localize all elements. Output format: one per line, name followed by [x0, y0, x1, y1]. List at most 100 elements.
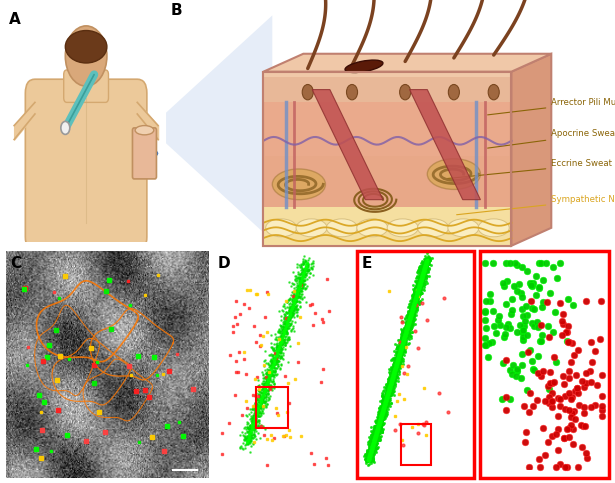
Point	[235, 444, 245, 452]
Point	[405, 313, 415, 321]
Point	[260, 383, 269, 391]
Point	[301, 270, 311, 278]
Point	[378, 410, 387, 417]
Point	[399, 337, 409, 345]
Point	[412, 272, 422, 280]
Point	[272, 340, 282, 347]
Point	[291, 271, 301, 279]
Point	[287, 310, 296, 317]
Point	[379, 402, 389, 410]
Point	[372, 437, 382, 444]
Point	[405, 313, 415, 321]
Point	[383, 387, 392, 395]
Point	[244, 425, 254, 432]
Point	[292, 284, 301, 291]
Point	[297, 264, 307, 272]
Point	[299, 276, 309, 284]
Point	[269, 344, 279, 352]
Point	[381, 400, 391, 408]
Point	[408, 305, 418, 313]
Point	[302, 264, 312, 272]
Point	[378, 403, 388, 411]
Point	[247, 431, 257, 439]
Point	[300, 273, 310, 281]
Point	[408, 319, 418, 327]
Point	[263, 389, 272, 397]
Point	[412, 290, 422, 298]
Point	[418, 276, 427, 284]
Point	[385, 382, 395, 390]
Point	[274, 325, 284, 333]
Point	[360, 452, 370, 459]
Point	[287, 307, 297, 314]
Point	[376, 413, 386, 421]
Point	[424, 256, 434, 264]
Point	[409, 288, 419, 296]
Point	[252, 403, 261, 411]
Point	[386, 399, 395, 407]
Point	[276, 340, 286, 348]
Point	[268, 386, 277, 394]
Point	[394, 363, 404, 371]
Point	[272, 342, 282, 350]
Point	[285, 315, 295, 323]
Point	[256, 397, 266, 404]
Point	[294, 281, 304, 289]
Point	[421, 261, 430, 269]
Point	[397, 340, 407, 348]
Point	[260, 387, 270, 395]
Point	[382, 394, 392, 402]
Point	[367, 456, 377, 464]
Point	[283, 296, 293, 304]
Point	[397, 332, 407, 340]
Point	[272, 343, 282, 351]
Point	[286, 306, 296, 313]
Point	[281, 329, 291, 337]
Point	[369, 444, 379, 452]
Point	[269, 384, 279, 392]
Point	[409, 303, 419, 311]
Point	[391, 371, 401, 379]
Point	[254, 398, 264, 406]
Point	[387, 371, 397, 379]
Point	[421, 272, 430, 280]
Point	[283, 317, 293, 325]
Point	[399, 342, 408, 350]
Point	[363, 445, 373, 453]
Point	[298, 296, 308, 303]
Point	[373, 416, 383, 424]
Point	[421, 260, 430, 268]
Point	[393, 356, 403, 364]
Point	[368, 440, 378, 448]
Point	[240, 434, 250, 442]
Point	[413, 282, 423, 290]
Point	[392, 353, 402, 360]
Point	[250, 405, 260, 413]
Point	[423, 254, 433, 261]
Point	[403, 310, 413, 317]
Point	[406, 297, 416, 304]
Point	[418, 275, 428, 283]
Point	[376, 419, 386, 427]
Point	[415, 265, 424, 273]
Point	[368, 441, 378, 449]
Point	[397, 337, 407, 344]
Point	[386, 385, 396, 393]
Point	[384, 378, 394, 385]
Point	[411, 292, 421, 300]
Point	[419, 266, 429, 273]
Point	[277, 330, 287, 338]
Point	[418, 269, 428, 276]
Point	[403, 321, 413, 329]
Point	[402, 323, 412, 331]
Point	[403, 313, 413, 321]
Point	[385, 371, 395, 379]
Point	[417, 270, 427, 278]
Point	[287, 302, 296, 310]
Point	[368, 451, 378, 459]
Point	[285, 324, 295, 332]
Point	[401, 327, 411, 334]
Point	[280, 341, 290, 349]
Point	[296, 274, 306, 282]
Point	[401, 336, 411, 344]
